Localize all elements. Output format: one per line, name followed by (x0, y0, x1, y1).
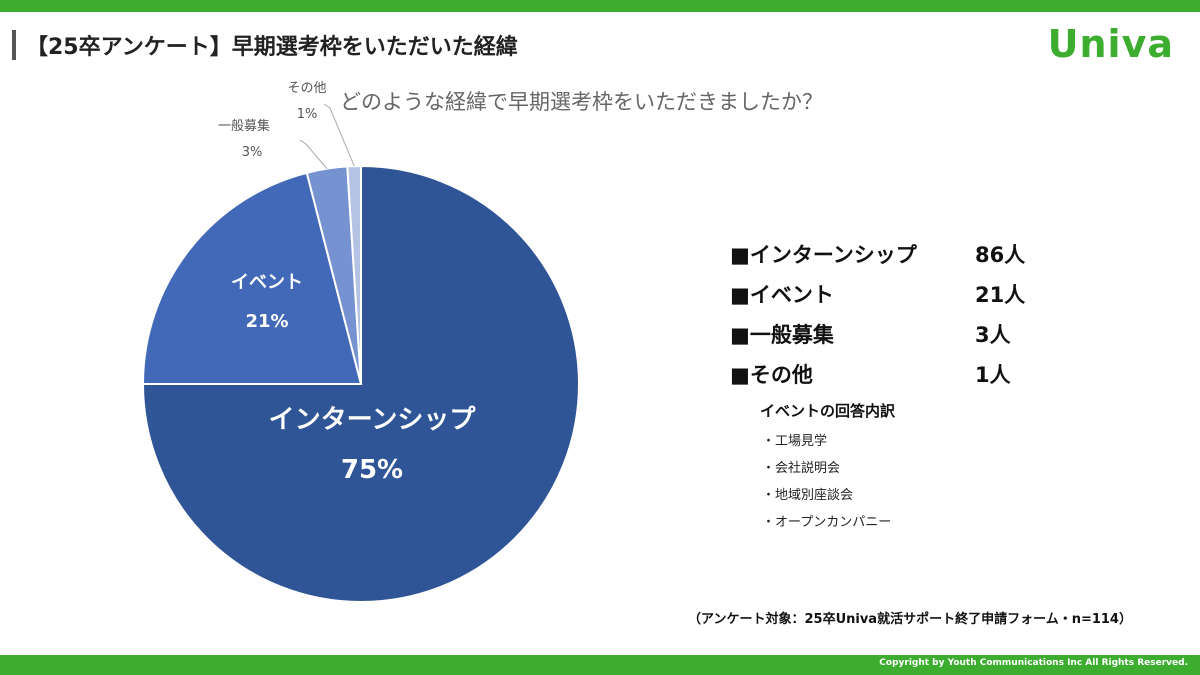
univa-logo: Univa (1047, 22, 1174, 66)
survey-footnote: （アンケート対象：25卒Univa就活サポート終了申請フォーム・n=114） (688, 612, 1132, 627)
leader-line (323, 103, 355, 167)
slice-value-label: 3% (242, 145, 263, 160)
breakdown-item: ・工場見学 (762, 434, 828, 449)
leader-line (299, 139, 328, 170)
slice-value-label: 1% (297, 107, 318, 122)
legend-label: ■一般募集 (730, 323, 834, 347)
chart-title: どのような経緯で早期選考枠をいただきましたか？ (340, 90, 823, 114)
slice-label: イベント (231, 272, 303, 293)
legend-row-general: ■一般募集 3人 (730, 314, 1025, 354)
legend-label: ■インターンシップ (730, 243, 917, 267)
legend-row-internship: ■インターンシップ 86人 (730, 234, 1025, 274)
slice-label: 一般募集 (218, 118, 270, 134)
title-accent-bar (12, 30, 16, 60)
slice-value-label: 75% (341, 455, 403, 485)
breakdown-title: イベントの回答内訳 (760, 402, 896, 420)
legend-row-other: ■その他 1人 (730, 354, 1025, 394)
slice-value-label: 21% (245, 311, 288, 332)
top-accent-bar (0, 0, 1200, 12)
bottom-accent-bar: Copyright by Youth Communications Inc Al… (0, 655, 1200, 675)
slice-label: インターンシップ (269, 405, 477, 435)
legend-count: 21人 (975, 283, 1026, 307)
page-title: 【25卒アンケート】早期選考枠をいただいた経緯 (26, 35, 518, 60)
legend-row-event: ■イベント 21人 (730, 274, 1025, 314)
pie-slice-1 (141, 171, 363, 385)
breakdown-item: ・会社説明会 (762, 461, 841, 476)
breakdown-item: ・オープンカンパニー (762, 515, 892, 530)
slice-label: その他 (287, 81, 326, 96)
legend-label: ■イベント (730, 283, 834, 307)
legend-count: 3人 (975, 323, 1011, 347)
legend-count: 86人 (975, 243, 1026, 267)
copyright-text: Copyright by Youth Communications Inc Al… (879, 658, 1188, 668)
legend-count: 1人 (975, 363, 1011, 387)
legend-label: ■その他 (730, 363, 813, 387)
breakdown-item: ・地域別座談会 (762, 488, 854, 503)
legend: ■インターンシップ 86人 ■イベント 21人 ■一般募集 3人 ■その他 1人 (730, 234, 1025, 394)
breakdown-list: ・工場見学 ・会社説明会 ・地域別座談会 ・オープンカンパニー (762, 430, 891, 538)
